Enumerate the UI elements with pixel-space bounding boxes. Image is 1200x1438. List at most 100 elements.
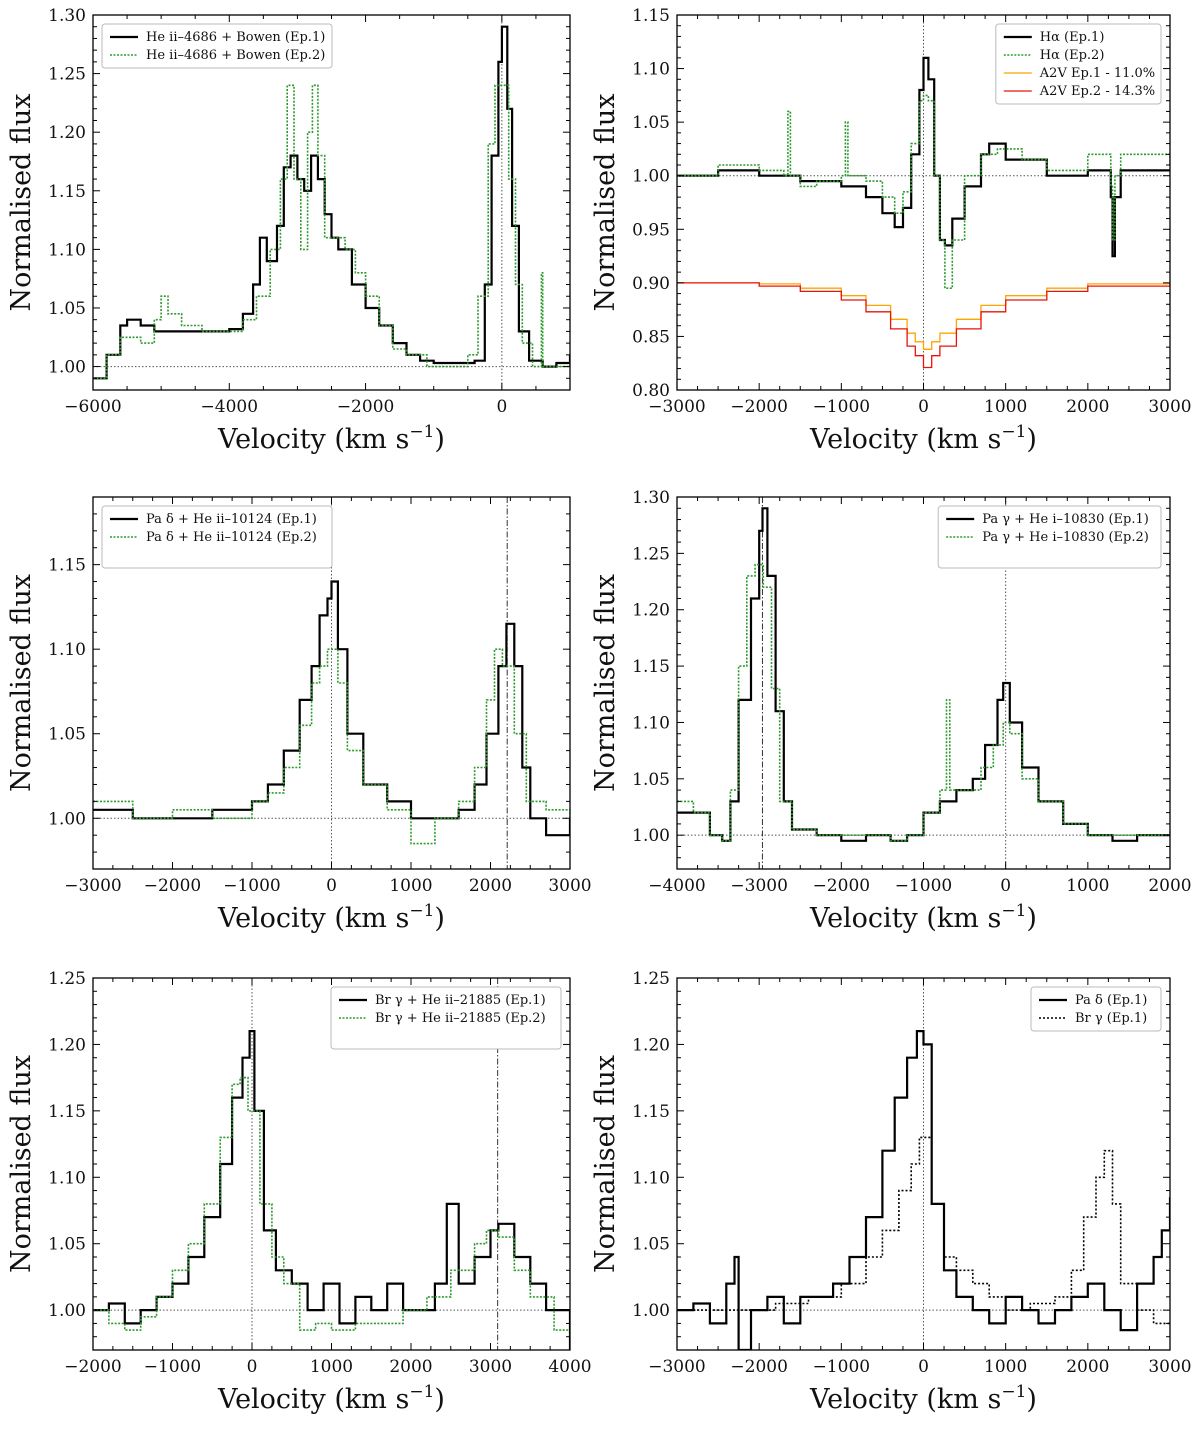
legend: He ii–4686 + Bowen (Ep.1) He ii–4686 + Bo… bbox=[101, 23, 333, 69]
y-tick-label: 1.05 bbox=[48, 1235, 86, 1255]
legend-box bbox=[1030, 986, 1162, 1032]
x-axis-label: Velocity (km s−1) bbox=[217, 422, 445, 455]
legend-label: Br γ (Ep.1) bbox=[1075, 1011, 1147, 1026]
x-axis-label-exponent: −1 bbox=[1001, 422, 1026, 442]
legend-box bbox=[330, 986, 562, 1050]
x-axis-label-close: ) bbox=[1026, 424, 1037, 455]
y-tick-label: 1.00 bbox=[48, 358, 86, 378]
y-tick-label: 1.25 bbox=[632, 969, 670, 989]
x-tick-label: 1000 bbox=[310, 1357, 353, 1377]
x-tick-label: 2000 bbox=[389, 1357, 432, 1377]
x-tick-label: 2000 bbox=[1066, 397, 1109, 417]
x-tick-label: 0 bbox=[326, 876, 337, 896]
y-tick-label: 1.00 bbox=[48, 809, 86, 829]
series-line-2 bbox=[677, 1136, 1170, 1325]
legend: Pa δ (Ep.1) Br γ (Ep.1) bbox=[1030, 986, 1162, 1032]
y-tick-label: 1.00 bbox=[632, 826, 670, 846]
chart-panel-5: −2000 −1000 0 1000 2000 3000 4000 1.00 1.05 1.10 1… bbox=[6, 969, 592, 1415]
legend-label: He ii–4686 + Bowen (Ep.2) bbox=[146, 48, 325, 63]
y-tick-label: 1.10 bbox=[48, 640, 86, 660]
y-tick-label: 0.85 bbox=[632, 327, 670, 347]
chart-panel-2: −3000 −2000 −1000 0 1000 2000 3000 0.80 0.85 0.90… bbox=[590, 6, 1192, 455]
x-axis-label-close: ) bbox=[434, 424, 445, 455]
legend-label: A2V Ep.1 - 11.0% bbox=[1039, 66, 1155, 81]
x-tick-label: 3000 bbox=[1148, 1357, 1191, 1377]
y-tick-label: 0.80 bbox=[632, 381, 670, 401]
x-axis-label-close: ) bbox=[1026, 1384, 1037, 1415]
x-tick-label: −1000 bbox=[895, 876, 953, 896]
y-tick-label: 1.15 bbox=[632, 1102, 670, 1122]
x-tick-label: −1000 bbox=[813, 397, 871, 417]
y-tick-label: 1.05 bbox=[48, 725, 86, 745]
x-tick-label: −2000 bbox=[730, 397, 788, 417]
y-tick-label: 0.90 bbox=[632, 274, 670, 294]
x-tick-label: −2000 bbox=[64, 1357, 122, 1377]
legend: Br γ + He ii–21885 (Ep.1) Br γ + He ii–21… bbox=[330, 986, 562, 1050]
x-tick-label: 1000 bbox=[984, 397, 1027, 417]
y-tick-label: 1.30 bbox=[48, 6, 86, 26]
x-tick-label: −3000 bbox=[648, 397, 706, 417]
x-tick-label: −1000 bbox=[144, 1357, 202, 1377]
y-tick-label: 1.20 bbox=[632, 601, 670, 621]
x-tick-label: −2000 bbox=[337, 397, 395, 417]
legend-label: Hα (Ep.2) bbox=[1040, 48, 1105, 63]
x-axis-label: Velocity (km s−1) bbox=[217, 1382, 445, 1415]
series-group bbox=[677, 507, 1170, 842]
x-tick-label: −3000 bbox=[730, 876, 788, 896]
x-tick-label: 3000 bbox=[548, 876, 591, 896]
y-tick-label: 1.10 bbox=[632, 60, 670, 80]
y-tick-label: 1.25 bbox=[48, 969, 86, 989]
y-tick-label: 0.95 bbox=[632, 220, 670, 240]
x-axis-label: Velocity (km s−1) bbox=[809, 422, 1037, 455]
y-axis-label: Normalised flux bbox=[6, 93, 37, 311]
x-tick-label: 2000 bbox=[1066, 1357, 1109, 1377]
x-tick-label: 0 bbox=[918, 1357, 929, 1377]
legend-box bbox=[101, 505, 333, 569]
y-tick-label: 1.25 bbox=[48, 65, 86, 85]
legend-label: Pa δ (Ep.1) bbox=[1075, 993, 1147, 1008]
x-axis-label: Velocity (km s−1) bbox=[809, 1382, 1037, 1415]
legend-label: Pa δ + He ii–10124 (Ep.1) bbox=[146, 512, 317, 527]
legend-label: Br γ + He ii–21885 (Ep.2) bbox=[375, 1011, 546, 1026]
y-tick-label: 1.15 bbox=[48, 556, 86, 576]
x-axis-label-exponent: −1 bbox=[1001, 901, 1026, 921]
x-axis-label-close: ) bbox=[434, 1384, 445, 1415]
series-line-1 bbox=[93, 1030, 570, 1350]
legend-label: Hα (Ep.1) bbox=[1040, 30, 1105, 45]
x-axis-label-exponent: −1 bbox=[409, 1382, 434, 1402]
y-tick-label: 1.25 bbox=[632, 544, 670, 564]
series-group bbox=[93, 25, 570, 380]
x-axis-label-close: ) bbox=[434, 903, 445, 934]
x-axis-label-exponent: −1 bbox=[409, 422, 434, 442]
y-tick-label: 1.05 bbox=[632, 113, 670, 133]
x-tick-label: −3000 bbox=[64, 876, 122, 896]
x-tick-label: 0 bbox=[247, 1357, 258, 1377]
y-tick-label: 1.00 bbox=[632, 1301, 670, 1321]
x-tick-label: −3000 bbox=[648, 1357, 706, 1377]
legend-label: Br γ + He ii–21885 (Ep.1) bbox=[375, 993, 546, 1008]
y-axis-label: Normalised flux bbox=[6, 1055, 37, 1273]
series-line-2 bbox=[93, 1076, 570, 1337]
x-tick-label: −1000 bbox=[223, 876, 281, 896]
legend-label: Pa γ + He i–10830 (Ep.1) bbox=[982, 512, 1149, 527]
y-axis-label: Normalised flux bbox=[590, 574, 621, 792]
x-tick-label: 1000 bbox=[984, 1357, 1027, 1377]
series-line-2 bbox=[93, 648, 570, 845]
x-tick-label: 1000 bbox=[1066, 876, 1109, 896]
series-group bbox=[93, 580, 570, 845]
legend-box bbox=[101, 23, 333, 69]
x-tick-label: 4000 bbox=[548, 1357, 591, 1377]
x-axis-label-exponent: −1 bbox=[409, 901, 434, 921]
y-tick-label: 1.15 bbox=[632, 6, 670, 26]
x-tick-label: −2000 bbox=[144, 876, 202, 896]
series-line-1 bbox=[677, 1030, 1170, 1350]
legend: Pa γ + He i–10830 (Ep.1) Pa γ + He i–1083… bbox=[937, 505, 1162, 569]
y-tick-label: 1.10 bbox=[632, 713, 670, 733]
y-axis-label: Normalised flux bbox=[590, 93, 621, 311]
y-tick-label: 1.15 bbox=[632, 657, 670, 677]
legend: Pa δ + He ii–10124 (Ep.1) Pa δ + He ii–10… bbox=[101, 505, 333, 569]
series-group bbox=[677, 56, 1170, 369]
legend-label: He ii–4686 + Bowen (Ep.1) bbox=[146, 30, 325, 45]
y-axis-label: Normalised flux bbox=[590, 1055, 621, 1273]
